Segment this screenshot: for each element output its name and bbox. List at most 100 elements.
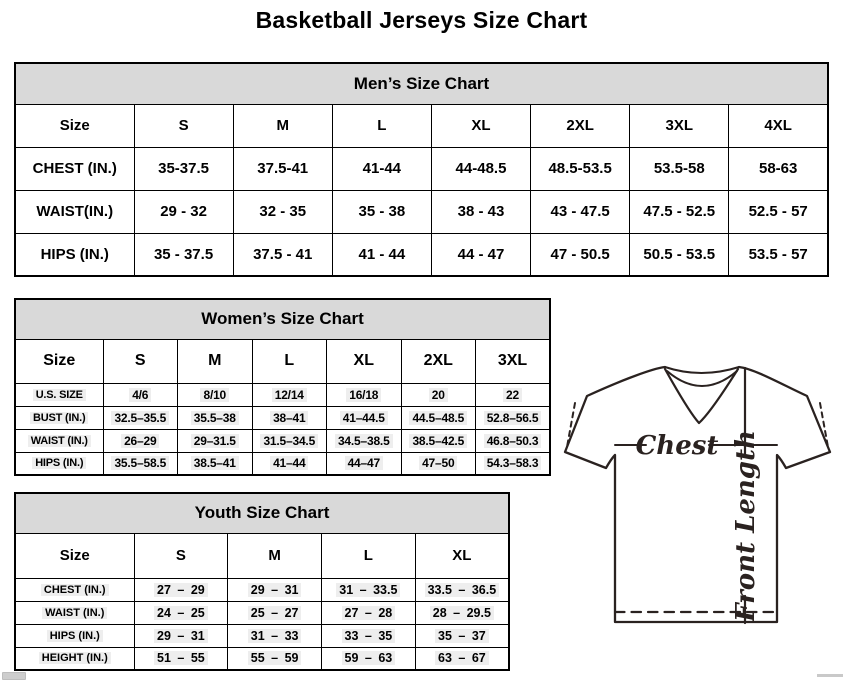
youth-column-header: L [321, 532, 416, 579]
youth-row-label: HEIGHT (IN.) [14, 646, 135, 671]
mens-cell: 58-63 [728, 146, 829, 191]
womens-column-header: Size [14, 338, 104, 384]
mens-cell: 35 - 38 [331, 189, 432, 234]
womens-cell: 35.5–38 [177, 405, 253, 430]
youth-cell: 29 – 31 [227, 577, 322, 602]
row-label-text: HEIGHT (IN.) [38, 652, 111, 665]
womens-cell: 29–31.5 [177, 428, 253, 453]
womens-cell: 26–29 [102, 428, 178, 453]
row-label-text: HIPS (IN.) [32, 457, 87, 470]
jersey-measurement-diagram: Chest Front Length [563, 365, 832, 625]
womens-cell: 52.8–56.5 [475, 405, 551, 430]
mens-cell: 43 - 47.5 [530, 189, 631, 234]
womens-cell: 38.5–42.5 [400, 428, 476, 453]
mens-cell: 35-37.5 [133, 146, 234, 191]
cell-value: 31.5–34.5 [260, 433, 319, 448]
youth-cell: 27 – 28 [321, 600, 416, 625]
cell-value: 55 – 59 [247, 651, 302, 666]
cell-value: 59 – 63 [341, 651, 396, 666]
jersey-outline [563, 365, 832, 624]
womens-cell: 38.5–41 [177, 451, 253, 476]
cell-value: 27 – 28 [341, 605, 396, 620]
cell-value: 46.8–50.3 [483, 433, 542, 448]
cell-value: 52.8–56.5 [483, 410, 542, 425]
womens-cell: 54.3–58.3 [475, 451, 551, 476]
mens-column-header: XL [430, 103, 532, 148]
youth-cell: 31 – 33 [227, 623, 322, 648]
cell-value: 38.5–42.5 [409, 433, 468, 448]
youth-column-header: XL [414, 532, 510, 579]
collar-top-curve [664, 366, 740, 374]
cell-value: 25 – 27 [247, 605, 302, 620]
cell-value: 35 – 37 [435, 628, 489, 643]
mens-cell: 47.5 - 52.5 [629, 189, 730, 234]
womens-column-header: XL [326, 338, 402, 384]
youth-cell: 25 – 27 [227, 600, 322, 625]
mens-column-header: 3XL [629, 103, 730, 148]
youth-column-header: Size [14, 532, 135, 579]
mens-cell: 44 - 47 [430, 232, 532, 277]
mens-column-header: S [133, 103, 234, 148]
mens-cell: 41 - 44 [331, 232, 432, 277]
mens-cell: 47 - 50.5 [530, 232, 631, 277]
mens-row-label: CHEST (IN.) [14, 146, 135, 191]
cell-value: 31 – 33.5 [336, 582, 401, 597]
youth-column-header: M [227, 532, 322, 579]
cell-value: 32.5–35.5 [111, 410, 170, 425]
womens-cell: 22 [475, 382, 551, 407]
mens-column-header: M [232, 103, 333, 148]
mens-cell: 53.5 - 57 [728, 232, 829, 277]
womens-cell: 38–41 [251, 405, 327, 430]
cell-value: 4/6 [129, 387, 152, 402]
cell-value: 38.5–41 [190, 456, 239, 471]
youth-row-label: HIPS (IN.) [14, 623, 135, 648]
mens-cell: 50.5 - 53.5 [629, 232, 730, 277]
mens-row-label: WAIST(IN.) [14, 189, 135, 234]
womens-column-header: 3XL [475, 338, 551, 384]
cell-value: 12/14 [271, 387, 307, 402]
womens-cell: 47–50 [400, 451, 476, 476]
mens-column-header: 4XL [728, 103, 829, 148]
mens-cell: 53.5-58 [629, 146, 730, 191]
cell-value: 28 – 29.5 [429, 605, 494, 620]
cell-value: 34.5–38.5 [334, 433, 393, 448]
youth-cell: 28 – 29.5 [414, 600, 510, 625]
mens-cell: 41-44 [331, 146, 432, 191]
womens-cell: 20 [400, 382, 476, 407]
collar-v-curve [663, 367, 740, 425]
row-label-text: WAIST (IN.) [42, 606, 108, 619]
womens-size-table: Women’s Size Chart Size S M L XL 2XL 3XL… [14, 298, 551, 476]
cell-value: 26–29 [121, 433, 160, 448]
cell-value: 38–41 [270, 410, 309, 425]
left-cuff-dashed-line [566, 402, 576, 448]
cell-value: 47–50 [419, 456, 458, 471]
womens-cell: 41–44 [251, 451, 327, 476]
womens-cell: 8/10 [177, 382, 253, 407]
womens-row-label: WAIST (IN.) [14, 428, 104, 453]
youth-cell: 33.5 – 36.5 [414, 577, 510, 602]
row-label-text: CHEST (IN.) [40, 583, 109, 596]
womens-table-title: Women’s Size Chart [14, 298, 551, 340]
youth-cell: 27 – 29 [133, 577, 229, 602]
youth-cell: 35 – 37 [414, 623, 510, 648]
womens-cell: 32.5–35.5 [102, 405, 178, 430]
mens-cell: 52.5 - 57 [728, 189, 829, 234]
womens-row-label: BUST (IN.) [14, 405, 104, 430]
cell-value: 33.5 – 36.5 [424, 582, 500, 597]
cell-value: 63 – 67 [435, 651, 489, 666]
chest-measure-label: Chest [636, 431, 719, 461]
womens-row-label: U.S. SIZE [14, 382, 104, 407]
cell-value: 44.5–48.5 [409, 410, 468, 425]
youth-cell: 63 – 67 [414, 646, 510, 671]
cell-value: 35.5–58.5 [111, 456, 170, 471]
youth-cell: 33 – 35 [321, 623, 416, 648]
mens-table-title: Men’s Size Chart [14, 62, 829, 105]
womens-cell: 31.5–34.5 [251, 428, 327, 453]
horizontal-scrollbar-fragment[interactable] [817, 674, 843, 677]
cell-value: 16/18 [346, 387, 382, 402]
mens-cell: 44-48.5 [430, 146, 532, 191]
womens-cell: 16/18 [326, 382, 402, 407]
womens-cell: 34.5–38.5 [326, 428, 402, 453]
mens-cell: 38 - 43 [430, 189, 532, 234]
cell-value: 8/10 [200, 387, 230, 402]
